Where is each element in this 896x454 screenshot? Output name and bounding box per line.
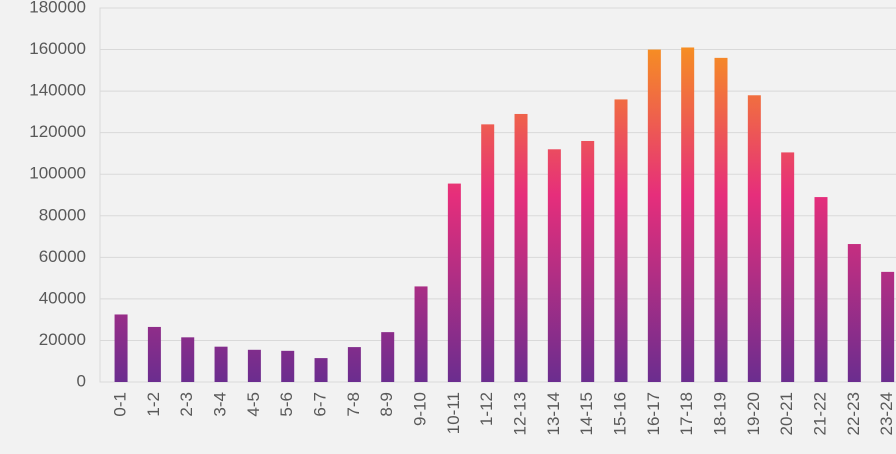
y-tick-label: 100000 (29, 164, 86, 183)
x-tick-label: 13-14 (544, 392, 563, 435)
x-tick-label: 12-13 (511, 392, 530, 435)
bar (147, 326, 161, 382)
x-tick-label: 22-23 (844, 392, 863, 435)
x-tick-label: 19-20 (744, 392, 763, 435)
x-tick-label: 21-22 (810, 392, 829, 435)
y-tick-label: 120000 (29, 122, 86, 141)
bar (247, 349, 261, 382)
y-tick-label: 160000 (29, 39, 86, 58)
y-tick-label: 40000 (39, 288, 86, 307)
y-tick-label: 180000 (29, 0, 86, 16)
x-tick-label: 6-7 (311, 392, 330, 417)
bar (814, 197, 828, 382)
bar (447, 183, 461, 382)
bar (881, 271, 895, 382)
x-tick-label: 20-21 (777, 392, 796, 435)
x-tick-label: 16-17 (644, 392, 663, 435)
bar (614, 99, 628, 382)
y-tick-label: 20000 (39, 330, 86, 349)
bar (414, 286, 428, 382)
y-tick-label: 80000 (39, 205, 86, 224)
bar (714, 57, 728, 382)
x-tick-label: 17-18 (677, 392, 696, 435)
x-tick-label: 4-5 (244, 392, 263, 417)
x-tick-label: 15-16 (610, 392, 629, 435)
bar (214, 346, 228, 382)
bar (781, 152, 795, 382)
bar (747, 95, 761, 383)
bar (514, 113, 528, 382)
x-tick-label: 10-11 (444, 392, 463, 434)
x-tick-label: 18-19 (710, 392, 729, 435)
bar (114, 314, 128, 382)
x-tick-label: 0-1 (111, 392, 130, 417)
bar (681, 47, 695, 382)
x-tick-label: 7-8 (344, 392, 363, 417)
y-tick-label: 140000 (29, 81, 86, 100)
bar (281, 350, 295, 382)
bar (847, 244, 861, 382)
bar (381, 332, 395, 382)
bar (647, 49, 661, 383)
x-tick-label: 1-2 (144, 392, 163, 417)
bar (481, 124, 495, 382)
x-tick-label: 9-10 (411, 392, 430, 426)
bar (581, 140, 595, 382)
bar (181, 337, 195, 382)
x-tick-label: 14-15 (577, 392, 596, 435)
bar (314, 358, 328, 382)
x-tick-label: 8-9 (377, 392, 396, 417)
bar (547, 149, 561, 382)
x-tick-label: 5-6 (277, 392, 296, 417)
x-tick-label: 2-3 (177, 392, 196, 417)
bar (347, 347, 361, 382)
x-tick-label: 1-12 (477, 392, 496, 426)
x-tick-label: 3-4 (211, 392, 230, 417)
x-tick-label: 23-24 (877, 392, 896, 435)
y-tick-label: 60000 (39, 247, 86, 266)
y-tick-label: 0 (77, 371, 86, 390)
